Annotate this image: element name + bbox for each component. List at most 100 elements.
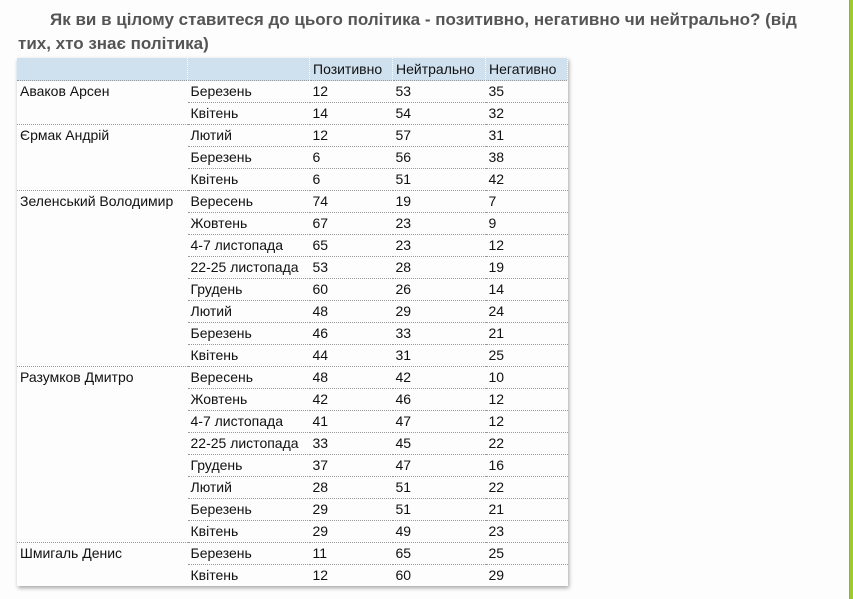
politician-name — [17, 411, 188, 433]
negative-cell: 12 — [485, 234, 568, 257]
month-cell: Квітень — [187, 520, 310, 543]
neutral-cell: 45 — [392, 432, 486, 455]
month-cell: Березень — [187, 322, 310, 345]
month-cell: Квітень — [187, 168, 310, 191]
politician-name: Аваков Арсен — [17, 80, 188, 103]
table-row: Єрмак Андрій Лютий 12 57 31 — [17, 124, 568, 147]
month-cell: 4-7 листопада — [187, 410, 310, 433]
positive-cell: 6 — [309, 146, 393, 169]
politician-name — [17, 235, 188, 257]
table-row: Разумков Дмитро Вересень 48 42 10 — [17, 366, 568, 389]
header-positive: Позитивно — [309, 58, 393, 81]
neutral-cell: 51 — [392, 498, 486, 521]
negative-cell: 12 — [485, 410, 568, 433]
politician-name — [17, 169, 188, 191]
table-row: Березень 6 56 38 — [17, 146, 568, 169]
table-row: Квітень 44 31 25 — [17, 344, 568, 367]
neutral-cell: 28 — [392, 256, 486, 279]
negative-cell: 22 — [485, 476, 568, 499]
month-cell: 22-25 листопада — [187, 432, 310, 455]
neutral-cell: 54 — [392, 102, 486, 125]
positive-cell: 60 — [309, 278, 393, 301]
negative-cell: 21 — [485, 322, 568, 345]
month-cell: Жовтень — [187, 388, 310, 411]
negative-cell: 31 — [485, 124, 568, 147]
table-row: Жовтень 42 46 12 — [17, 388, 568, 411]
neutral-cell: 23 — [392, 212, 486, 235]
neutral-cell: 49 — [392, 520, 486, 543]
neutral-cell: 51 — [392, 168, 486, 191]
results-table: Позитивно Нейтрально Негативно Аваков Ар… — [17, 58, 568, 586]
month-cell: Жовтень — [187, 212, 310, 235]
politician-name: Шмигаль Денис — [17, 542, 188, 565]
politician-name — [17, 345, 188, 367]
month-cell: Березень — [187, 542, 310, 565]
month-cell: Квітень — [187, 102, 310, 125]
table-row: 22-25 листопада 53 28 19 — [17, 256, 568, 279]
month-cell: Лютий — [187, 124, 310, 147]
table-row: Квітень 29 49 23 — [17, 520, 568, 543]
positive-cell: 67 — [309, 212, 393, 235]
negative-cell: 29 — [485, 564, 568, 586]
table-row: Аваков Арсен Березень 12 53 35 — [17, 80, 568, 103]
negative-cell: 24 — [485, 300, 568, 323]
table-row: Березень 46 33 21 — [17, 322, 568, 345]
table-row: 4-7 листопада 65 23 12 — [17, 234, 568, 257]
politician-name — [17, 477, 188, 499]
table-row: Березень 29 51 21 — [17, 498, 568, 521]
positive-cell: 53 — [309, 256, 393, 279]
month-cell: Квітень — [187, 344, 310, 367]
month-cell: Лютий — [187, 476, 310, 499]
politician-name — [17, 455, 188, 477]
negative-cell: 25 — [485, 542, 568, 565]
negative-cell: 21 — [485, 498, 568, 521]
table-row: Квітень 12 60 29 — [17, 564, 568, 586]
neutral-cell: 42 — [392, 366, 486, 389]
month-cell: Грудень — [187, 278, 310, 301]
month-cell: Березень — [187, 146, 310, 169]
table-row: Грудень 37 47 16 — [17, 454, 568, 477]
month-cell: Лютий — [187, 300, 310, 323]
neutral-cell: 56 — [392, 146, 486, 169]
month-cell: Вересень — [187, 366, 310, 389]
politician-name — [17, 323, 188, 345]
politician-name — [17, 279, 188, 301]
month-cell: Квітень — [187, 564, 310, 586]
table-row: Грудень 60 26 14 — [17, 278, 568, 301]
politician-name — [17, 433, 188, 455]
table-row: Квітень 6 51 42 — [17, 168, 568, 191]
positive-cell: 12 — [309, 80, 393, 103]
positive-cell: 65 — [309, 234, 393, 257]
header-negative: Негативно — [485, 58, 568, 81]
negative-cell: 38 — [485, 146, 568, 169]
negative-cell: 16 — [485, 454, 568, 477]
neutral-cell: 46 — [392, 388, 486, 411]
neutral-cell: 19 — [392, 190, 486, 213]
neutral-cell: 23 — [392, 234, 486, 257]
politician-name — [17, 213, 188, 235]
header-month — [187, 58, 310, 81]
politician-name — [17, 103, 188, 125]
neutral-cell: 47 — [392, 410, 486, 433]
negative-cell: 22 — [485, 432, 568, 455]
month-cell: Березень — [187, 80, 310, 103]
positive-cell: 33 — [309, 432, 393, 455]
negative-cell: 19 — [485, 256, 568, 279]
positive-cell: 37 — [309, 454, 393, 477]
header-name — [17, 58, 188, 81]
month-cell: Грудень — [187, 454, 310, 477]
positive-cell: 48 — [309, 366, 393, 389]
neutral-cell: 57 — [392, 124, 486, 147]
neutral-cell: 31 — [392, 344, 486, 367]
table-row: Квітень 14 54 32 — [17, 102, 568, 125]
positive-cell: 14 — [309, 102, 393, 125]
positive-cell: 29 — [309, 520, 393, 543]
positive-cell: 29 — [309, 498, 393, 521]
negative-cell: 14 — [485, 278, 568, 301]
neutral-cell: 26 — [392, 278, 486, 301]
negative-cell: 35 — [485, 80, 568, 103]
positive-cell: 11 — [309, 542, 393, 565]
neutral-cell: 53 — [392, 80, 486, 103]
table-row: 4-7 листопада 41 47 12 — [17, 410, 568, 433]
neutral-cell: 47 — [392, 454, 486, 477]
